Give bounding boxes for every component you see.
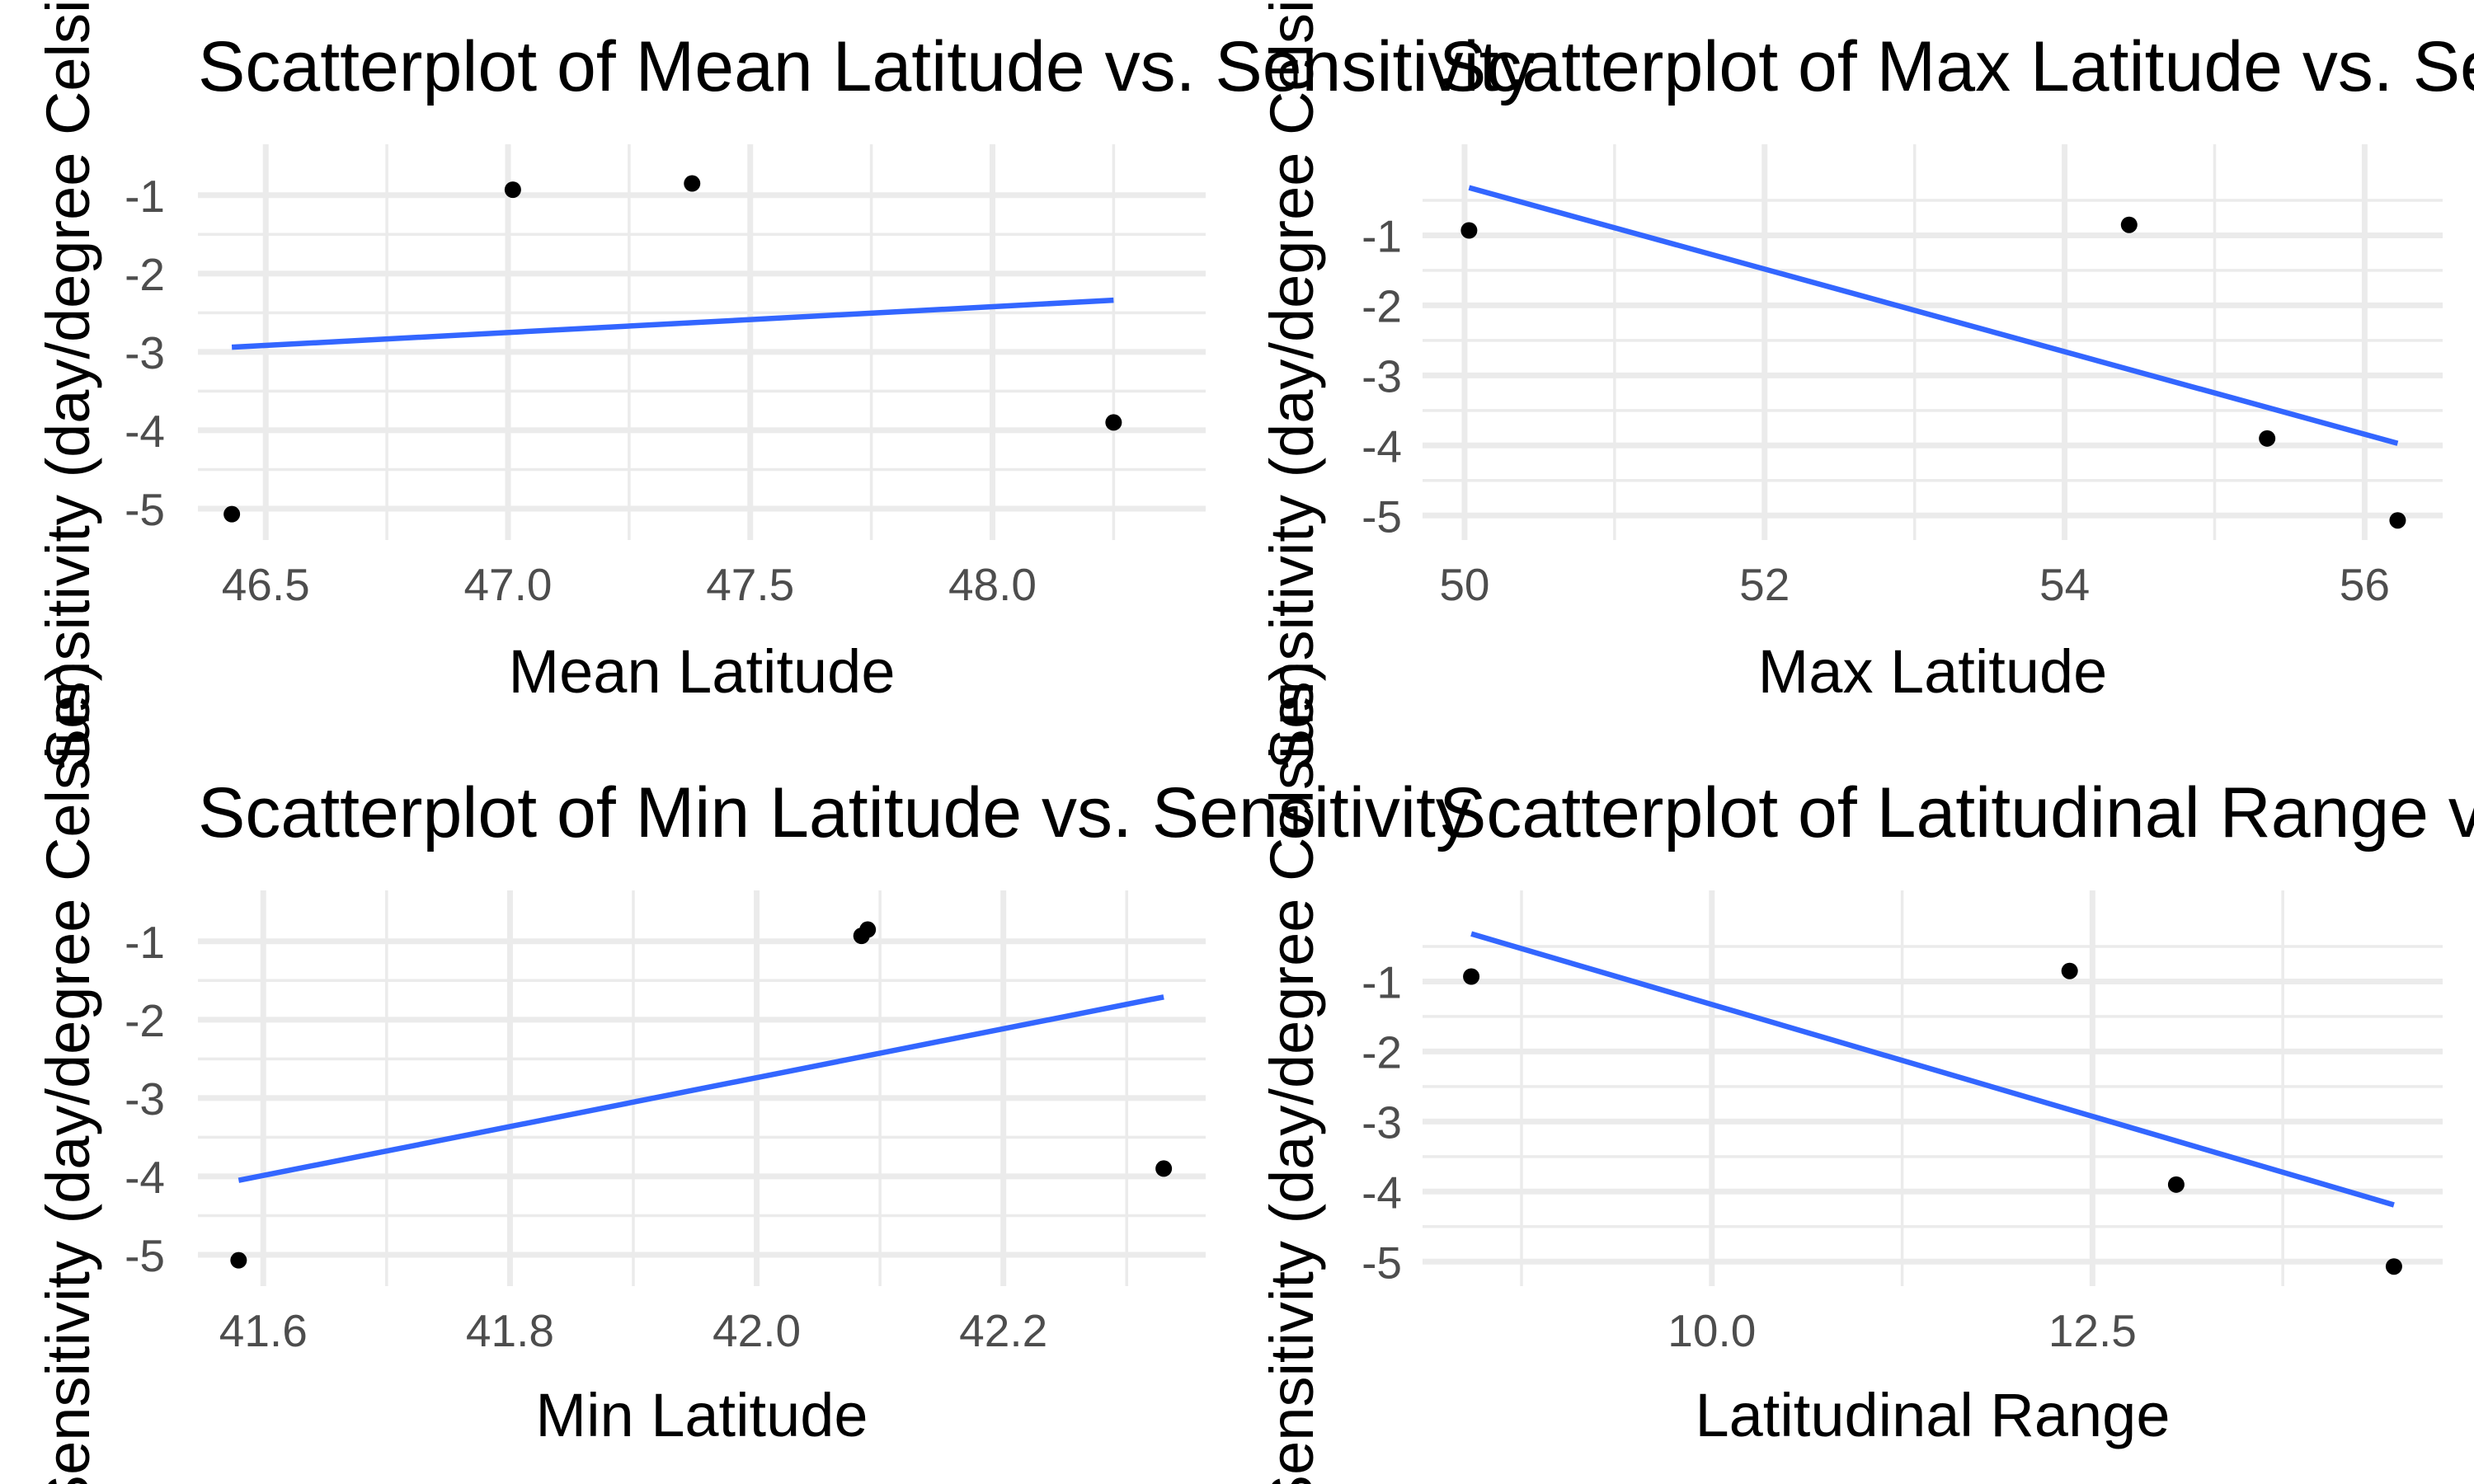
x-axis-label: Max Latitude: [1758, 637, 2108, 706]
y-tick-label: -2: [125, 995, 165, 1046]
y-tick-label: -3: [125, 1073, 165, 1125]
y-tick-label: -1: [1362, 210, 1402, 261]
chart-title: Scatterplot of Mean Latitude vs. Sensiti…: [198, 27, 1534, 106]
data-point-2: [2120, 216, 2138, 233]
chart-panel-1: 46.5 47.0 47.5 48.0 -1 -2 -3 -4 -5 Scatterplot of…: [34, 0, 1534, 769]
chart-title: Scatterplot of Latitudinal Range vs. Sen…: [1439, 773, 2474, 852]
data-point-4: [1105, 414, 1122, 431]
y-tick-label: -1: [1362, 956, 1402, 1007]
data-point-2: [504, 181, 521, 199]
y-tick-label: -5: [125, 1230, 165, 1281]
y-tick-label: -1: [125, 171, 165, 222]
x-axis-label: Latitudinal Range: [1696, 1381, 2171, 1449]
y-tick-label: -3: [125, 327, 165, 378]
chart-panel-3: 41.6 41.8 42.0 42.2 -1 -2 -3 -4 -5 Scatterplot of…: [34, 661, 1471, 1484]
data-point-4: [2389, 512, 2406, 529]
y-axis-label: Sensitivity (day/degree Celsius): [34, 661, 102, 1484]
y-tick-label: -1: [125, 917, 165, 968]
data-point-1: [230, 1252, 247, 1269]
regression-line: [238, 994, 1164, 1183]
y-tick-label: -4: [125, 406, 165, 457]
y-axis-label: Sensitivity (day/degree Celsius): [1258, 661, 1326, 1484]
x-tick-label: 42.2: [959, 1305, 1047, 1356]
y-tick-label: -5: [1362, 491, 1402, 542]
regression-line: [1470, 931, 2395, 1208]
y-axis-label: Sensitivity (day/degree Celsius): [34, 0, 102, 769]
x-tick-label: 10.0: [1667, 1305, 1756, 1356]
data-point-3: [684, 175, 701, 192]
data-point-3: [2167, 1176, 2185, 1193]
data-point-1: [223, 505, 241, 523]
chart-title: Scatterplot of Min Latitude vs. Sensitiv…: [198, 773, 1471, 852]
y-tick-label: -3: [1362, 1097, 1402, 1148]
chart-title: Scatterplot of Max Latitude vs. Sensitiv…: [1439, 27, 2474, 106]
y-tick-label: -5: [1362, 1237, 1402, 1288]
data-point-4: [2385, 1258, 2402, 1275]
x-tick-label: 46.5: [222, 559, 310, 610]
x-tick-label: 47.0: [463, 559, 552, 610]
y-tick-label: -4: [1362, 420, 1402, 472]
x-tick-label: 54: [2039, 559, 2090, 610]
y-tick-label: -2: [125, 249, 165, 300]
y-tick-label: -4: [125, 1152, 165, 1203]
data-point-2: [2061, 962, 2078, 979]
regression-line: [231, 297, 1114, 350]
data-point-1: [1463, 968, 1480, 985]
chart-panel-2: 50 52 54 56 -1 -2 -3 -4 -5 Scatterplot of Max Lat…: [1258, 0, 2474, 769]
x-tick-label: 56: [2340, 559, 2390, 610]
data-point-3: [859, 921, 877, 938]
chart-panel-4: 10.0 12.5 -1 -2 -3 -4 -5 Scatterplot of Latitud…: [1258, 661, 2474, 1484]
x-tick-label: 12.5: [2048, 1305, 2137, 1356]
x-tick-label: 52: [1739, 559, 1790, 610]
y-tick-label: -2: [1362, 280, 1402, 331]
x-tick-label: 42.0: [713, 1305, 801, 1356]
x-axis-label: Min Latitude: [535, 1381, 868, 1449]
data-point-1: [1460, 222, 1478, 239]
x-tick-label: 41.6: [219, 1305, 308, 1356]
x-tick-label: 41.8: [466, 1305, 554, 1356]
data-point-3: [2259, 430, 2276, 447]
y-tick-label: -3: [1362, 350, 1402, 402]
y-axis-label: Sensitivity (day/degree Celsius): [1258, 0, 1326, 769]
x-axis-label: Mean Latitude: [508, 637, 895, 706]
x-tick-label: 48.0: [948, 559, 1037, 610]
y-tick-label: -4: [1362, 1167, 1402, 1218]
x-tick-label: 50: [1439, 559, 1489, 610]
y-tick-label: -2: [1362, 1026, 1402, 1078]
regression-line: [1468, 185, 2399, 446]
x-tick-label: 47.5: [706, 559, 794, 610]
y-tick-label: -5: [125, 484, 165, 535]
data-point-4: [1155, 1160, 1173, 1177]
